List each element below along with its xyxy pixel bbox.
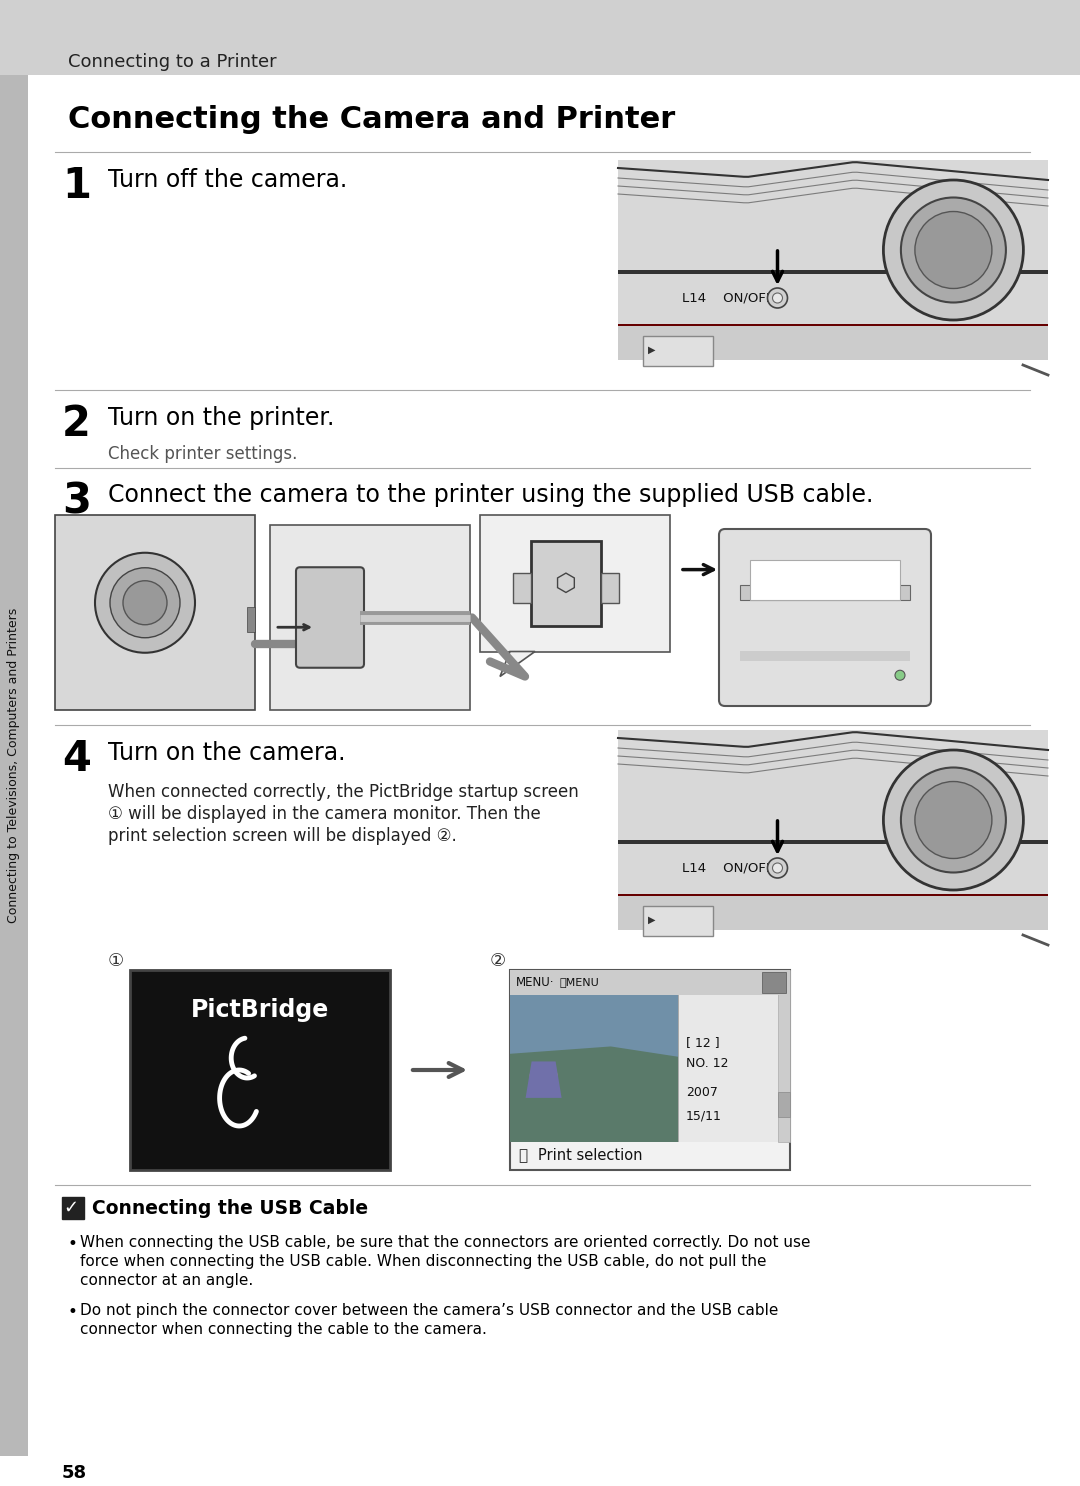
Text: L14    ON/OFF: L14 ON/OFF [683, 862, 774, 874]
Text: When connecting the USB cable, be sure that the connectors are oriented correctl: When connecting the USB cable, be sure t… [80, 1235, 810, 1250]
Bar [750, 560, 900, 600]
Text: Connecting the Camera and Printer: Connecting the Camera and Printer [68, 106, 675, 134]
FancyBboxPatch shape [296, 568, 364, 667]
Text: connector when connecting the cable to the camera.: connector when connecting the cable to t… [80, 1323, 487, 1337]
Bar [510, 970, 789, 996]
Text: force when connecting the USB cable. When disconnecting the USB cable, do not pu: force when connecting the USB cable. Whe… [80, 1254, 767, 1269]
Bar [530, 541, 600, 626]
Circle shape [883, 180, 1024, 319]
Bar [618, 324, 1048, 360]
Bar [740, 584, 910, 599]
Bar [0, 74, 28, 1456]
Bar [600, 574, 619, 603]
Text: 4: 4 [62, 739, 91, 780]
Circle shape [901, 198, 1005, 303]
Circle shape [772, 293, 783, 303]
Polygon shape [510, 1046, 678, 1143]
Text: ②: ② [490, 953, 507, 970]
FancyBboxPatch shape [719, 529, 931, 706]
Circle shape [123, 581, 167, 624]
Text: Connect the camera to the printer using the supplied USB cable.: Connect the camera to the printer using … [108, 483, 874, 507]
Text: ▶: ▶ [648, 345, 656, 355]
Circle shape [529, 1062, 557, 1091]
Text: Connecting to Televisions, Computers and Printers: Connecting to Televisions, Computers and… [8, 608, 21, 923]
Bar [778, 1092, 789, 1117]
Bar [55, 516, 255, 710]
Bar [618, 324, 1048, 325]
Circle shape [95, 553, 195, 652]
Bar [618, 730, 1048, 930]
Text: ⌖: ⌖ [518, 1149, 527, 1164]
Bar [513, 574, 530, 603]
Text: 🖨MENU: 🖨MENU [561, 978, 599, 988]
Text: Turn on the camera.: Turn on the camera. [108, 742, 346, 765]
Bar [618, 270, 1048, 273]
Bar [270, 525, 470, 710]
Bar [247, 606, 255, 632]
Text: ▶: ▶ [648, 915, 656, 924]
Bar [510, 1114, 789, 1143]
Text: connector at an angle.: connector at an angle. [80, 1274, 253, 1288]
Text: Connecting the USB Cable: Connecting the USB Cable [92, 1199, 368, 1219]
Text: L14    ON/OFF: L14 ON/OFF [683, 291, 774, 305]
Bar [643, 906, 713, 936]
Bar [740, 651, 910, 660]
Text: NO. 12: NO. 12 [686, 1057, 729, 1070]
Circle shape [915, 211, 991, 288]
Circle shape [110, 568, 180, 637]
Polygon shape [526, 1061, 562, 1098]
Bar [778, 970, 789, 1143]
Text: ⬡: ⬡ [554, 571, 577, 596]
Text: •: • [67, 1303, 77, 1321]
Bar [678, 996, 778, 1143]
Bar [130, 970, 390, 1169]
Circle shape [895, 670, 905, 681]
Text: Do not pinch the connector cover between the camera’s USB connector and the USB : Do not pinch the connector cover between… [80, 1303, 779, 1318]
Text: Connecting to a Printer: Connecting to a Printer [68, 53, 276, 71]
Circle shape [772, 863, 783, 872]
Text: •: • [67, 1235, 77, 1253]
Text: 58: 58 [62, 1464, 87, 1482]
Text: When connected correctly, the PictBridge startup screen: When connected correctly, the PictBridge… [108, 783, 579, 801]
Text: Print selection: Print selection [538, 1149, 643, 1164]
Text: 15/11: 15/11 [686, 1110, 721, 1122]
Text: Turn off the camera.: Turn off the camera. [108, 168, 348, 192]
Bar [510, 970, 789, 1169]
Bar [618, 840, 1048, 844]
Bar [618, 895, 1048, 896]
Bar [62, 1198, 84, 1219]
Circle shape [768, 288, 787, 308]
Bar [480, 516, 670, 651]
Bar [0, 0, 1080, 74]
Text: print selection screen will be displayed ②.: print selection screen will be displayed… [108, 828, 457, 846]
Text: Turn on the printer.: Turn on the printer. [108, 406, 335, 429]
Polygon shape [500, 651, 535, 676]
Text: 3: 3 [62, 480, 91, 522]
Text: PictBridge: PictBridge [191, 999, 329, 1022]
Text: ① will be displayed in the camera monitor. Then the: ① will be displayed in the camera monito… [108, 805, 541, 823]
Text: ✓: ✓ [63, 1199, 78, 1217]
Circle shape [883, 750, 1024, 890]
Bar [510, 996, 678, 1143]
Bar [618, 160, 1048, 360]
Bar [618, 895, 1048, 930]
Bar [643, 336, 713, 366]
Text: Check printer settings.: Check printer settings. [108, 444, 297, 464]
Text: 2007: 2007 [686, 1086, 718, 1100]
Circle shape [915, 782, 991, 859]
Text: ①: ① [108, 953, 124, 970]
Circle shape [768, 857, 787, 878]
Text: MENU·: MENU· [516, 976, 554, 990]
Bar [762, 972, 786, 993]
Text: 2: 2 [62, 403, 91, 444]
Text: 1: 1 [62, 165, 91, 207]
Text: [ 12 ]: [ 12 ] [686, 1036, 719, 1049]
Circle shape [901, 767, 1005, 872]
